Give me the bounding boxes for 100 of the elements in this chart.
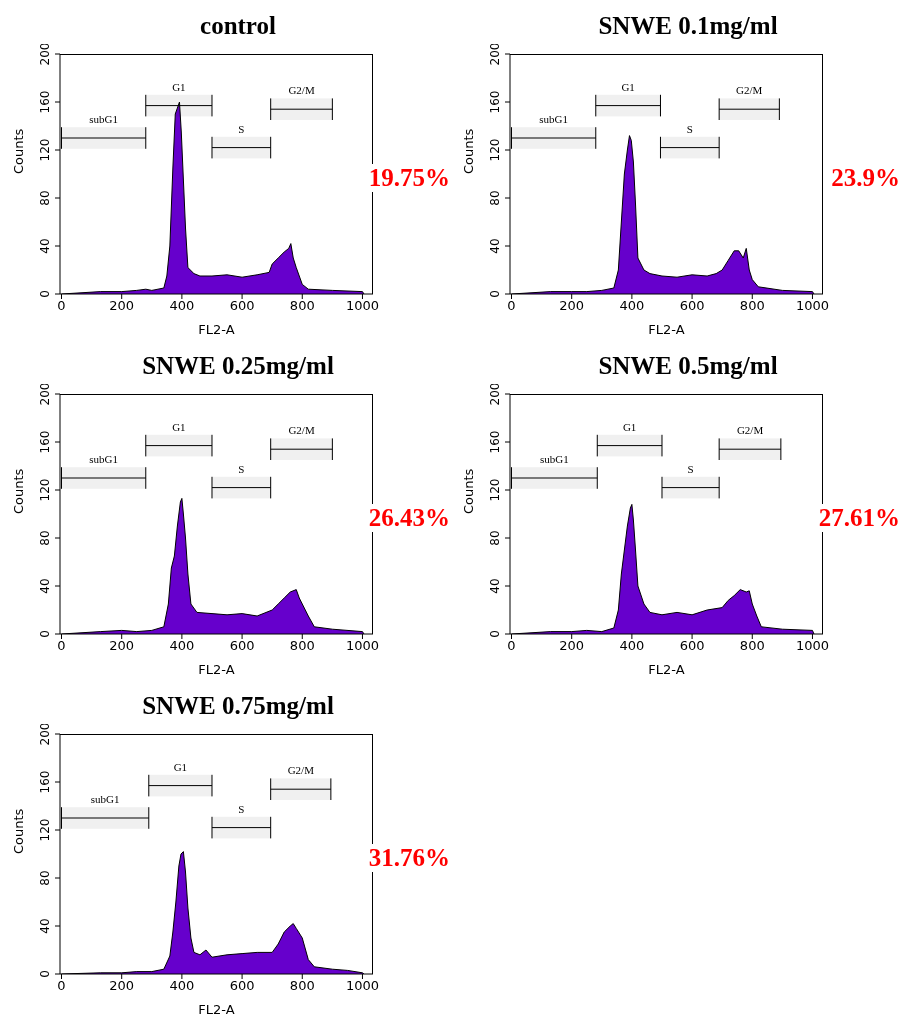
x-tick-label: 400 <box>619 638 645 654</box>
x-tick-label: 600 <box>229 298 255 314</box>
band-label: subG1 <box>89 113 119 126</box>
x-tick-label: 0 <box>57 298 66 314</box>
band-label: S <box>238 462 245 475</box>
x-tick-label: 800 <box>289 978 315 994</box>
x-tick-label: 200 <box>559 298 585 314</box>
x-tick-label: 600 <box>679 298 705 314</box>
y-tick-label: 80 <box>38 870 52 886</box>
band-label: G1 <box>622 420 637 433</box>
band-label: G1 <box>172 420 186 433</box>
y-tick-label: 0 <box>38 290 52 298</box>
band-label: subG1 <box>89 453 119 466</box>
x-axis-title: FL2-A <box>198 1002 235 1017</box>
y-tick-label: 120 <box>38 478 52 502</box>
y-axis-title: Counts <box>10 808 26 854</box>
y-tick-label: 120 <box>38 818 52 842</box>
y-tick-label: 40 <box>488 238 502 254</box>
y-tick-label: 80 <box>38 530 52 546</box>
x-tick-label: 0 <box>57 638 66 654</box>
band-label: G2/M <box>736 84 763 97</box>
y-axis-title: Counts <box>10 468 26 514</box>
x-tick-label: 200 <box>109 978 135 994</box>
y-tick-label: 160 <box>488 430 502 454</box>
y-tick-label: 80 <box>488 190 502 206</box>
x-tick-label: 600 <box>679 638 705 654</box>
x-tick-label: 400 <box>169 978 195 994</box>
y-tick-label: 0 <box>38 970 52 978</box>
y-tick-label: 80 <box>38 190 52 206</box>
band-label: G1 <box>172 80 186 93</box>
x-tick-label: 200 <box>109 638 135 654</box>
x-tick-label: 1000 <box>345 638 380 654</box>
y-tick-label: 200 <box>488 42 502 66</box>
y-tick-label: 0 <box>38 630 52 638</box>
x-tick-label: 400 <box>169 298 195 314</box>
y-tick-label: 40 <box>38 578 52 594</box>
x-tick-label: 400 <box>169 638 195 654</box>
chart-title: SNWE 0.25mg/ml <box>141 351 335 381</box>
x-tick-label: 800 <box>289 298 315 314</box>
y-tick-label: 160 <box>488 90 502 114</box>
y-tick-label: 160 <box>38 770 52 794</box>
x-tick-label: 400 <box>619 298 645 314</box>
band-label: S <box>686 122 693 135</box>
chart-title: control <box>199 11 277 41</box>
x-axis-title: FL2-A <box>198 662 235 677</box>
band-label: subG1 <box>540 453 569 466</box>
annotation: 26.43% <box>366 504 452 532</box>
y-tick-label: 0 <box>488 630 502 638</box>
x-tick-label: 200 <box>109 298 135 314</box>
annotation: 31.76% <box>366 844 452 872</box>
y-tick-label: 0 <box>488 290 502 298</box>
chart-title: SNWE 0.5mg/ml <box>597 351 779 381</box>
x-axis-title: FL2-A <box>198 322 235 337</box>
y-tick-label: 120 <box>38 138 52 162</box>
band-label: G2/M <box>736 424 764 437</box>
x-tick-label: 600 <box>229 638 255 654</box>
band-label: subG1 <box>539 113 569 126</box>
x-axis-title: FL2-A <box>648 322 685 337</box>
y-tick-label: 160 <box>38 90 52 114</box>
text: 23.9% <box>829 164 902 192</box>
y-tick-label: 80 <box>488 530 502 546</box>
y-axis-title: Counts <box>10 128 26 174</box>
band-label: S <box>238 802 245 815</box>
y-tick-label: 200 <box>38 42 52 66</box>
x-tick-label: 800 <box>289 638 315 654</box>
band-label: S <box>238 122 245 135</box>
band-label: G2/M <box>288 424 315 437</box>
x-tick-label: 200 <box>559 638 585 654</box>
y-tick-label: 200 <box>38 382 52 406</box>
band-label: G1 <box>173 760 188 773</box>
y-tick-label: 40 <box>38 238 52 254</box>
y-tick-label: 160 <box>38 430 52 454</box>
band-label: G2/M <box>288 84 315 97</box>
x-tick-label: 0 <box>507 638 516 654</box>
x-tick-label: 1000 <box>795 638 830 654</box>
y-tick-label: 120 <box>488 478 502 502</box>
x-tick-label: 1000 <box>795 298 830 314</box>
x-tick-label: 1000 <box>345 298 380 314</box>
band-label: G2/M <box>287 764 315 777</box>
y-axis-title: Counts <box>460 468 476 514</box>
x-tick-label: 0 <box>507 298 516 314</box>
y-tick-label: 40 <box>38 918 52 934</box>
x-tick-label: 1000 <box>345 978 380 994</box>
chart-title: SNWE 0.1mg/ml <box>597 11 779 41</box>
x-tick-label: 800 <box>739 298 765 314</box>
annotation: 27.61% <box>816 504 902 532</box>
band-label: S <box>687 462 694 475</box>
y-tick-label: 200 <box>38 722 52 746</box>
y-tick-label: 40 <box>488 578 502 594</box>
x-tick-label: 0 <box>57 978 66 994</box>
y-tick-label: 120 <box>488 138 502 162</box>
band-label: subG1 <box>90 793 120 806</box>
band-label: G1 <box>621 80 635 93</box>
x-tick-label: 800 <box>739 638 765 654</box>
y-tick-label: 200 <box>488 382 502 406</box>
chart-title: SNWE 0.75mg/ml <box>141 691 335 721</box>
x-tick-label: 600 <box>229 978 255 994</box>
y-axis-title: Counts <box>460 128 476 174</box>
annotation: 19.75% <box>366 164 452 192</box>
x-axis-title: FL2-A <box>648 662 685 677</box>
